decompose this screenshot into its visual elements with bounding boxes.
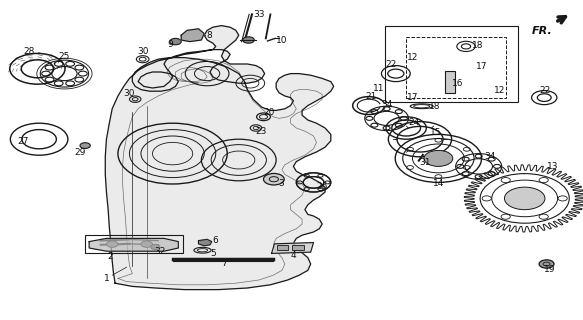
Text: 34: 34	[484, 152, 496, 161]
Text: 17: 17	[476, 62, 488, 71]
Circle shape	[80, 143, 90, 148]
Text: 27: 27	[17, 137, 29, 146]
Bar	[85, 235, 183, 253]
Text: 22: 22	[385, 60, 396, 69]
Text: 14: 14	[433, 179, 444, 188]
Polygon shape	[272, 243, 314, 253]
Text: 34: 34	[381, 100, 392, 109]
Text: 29: 29	[75, 148, 86, 157]
Circle shape	[170, 38, 181, 45]
Text: 4: 4	[290, 252, 296, 260]
Text: FR.: FR.	[532, 26, 552, 36]
Polygon shape	[106, 26, 333, 290]
Circle shape	[424, 150, 453, 166]
Bar	[385, 26, 518, 102]
Text: 2: 2	[108, 252, 113, 261]
Text: 25: 25	[59, 52, 70, 61]
Text: 32: 32	[154, 247, 166, 256]
Bar	[445, 71, 455, 93]
Text: 6: 6	[213, 236, 219, 245]
Text: 11: 11	[373, 84, 385, 93]
Text: 30: 30	[124, 89, 135, 98]
Text: 12: 12	[408, 53, 419, 62]
Text: 21: 21	[366, 92, 377, 100]
Bar	[277, 245, 288, 250]
Text: 8: 8	[206, 31, 212, 40]
Circle shape	[504, 187, 545, 210]
Polygon shape	[181, 29, 204, 42]
Circle shape	[243, 37, 254, 43]
Polygon shape	[198, 239, 212, 246]
Text: 19: 19	[544, 265, 555, 274]
Text: 26: 26	[317, 182, 328, 191]
Circle shape	[151, 244, 160, 250]
Text: 18: 18	[429, 102, 441, 111]
Circle shape	[539, 260, 554, 268]
Circle shape	[107, 241, 118, 247]
Text: 31: 31	[419, 158, 430, 167]
Text: 18: 18	[472, 41, 483, 50]
Text: 17: 17	[408, 93, 419, 102]
Text: 30: 30	[137, 47, 149, 56]
Text: 23: 23	[255, 127, 266, 136]
Text: 5: 5	[210, 249, 216, 258]
Text: 13: 13	[546, 162, 558, 171]
Text: 24: 24	[409, 118, 420, 127]
Text: 12: 12	[494, 86, 505, 95]
Text: 20: 20	[264, 108, 275, 117]
Circle shape	[141, 241, 153, 247]
Text: 3: 3	[278, 179, 284, 188]
Bar	[406, 37, 506, 98]
Circle shape	[264, 173, 284, 185]
Text: 28: 28	[23, 47, 34, 56]
Bar	[292, 245, 304, 250]
Text: 22: 22	[540, 86, 551, 95]
Text: 7: 7	[222, 260, 227, 268]
Text: 16: 16	[452, 79, 463, 88]
Polygon shape	[89, 238, 178, 251]
Text: 15: 15	[430, 128, 441, 137]
Text: 1: 1	[104, 274, 109, 283]
Text: 9: 9	[167, 40, 173, 49]
Text: 10: 10	[276, 36, 287, 44]
Text: 33: 33	[253, 10, 265, 19]
